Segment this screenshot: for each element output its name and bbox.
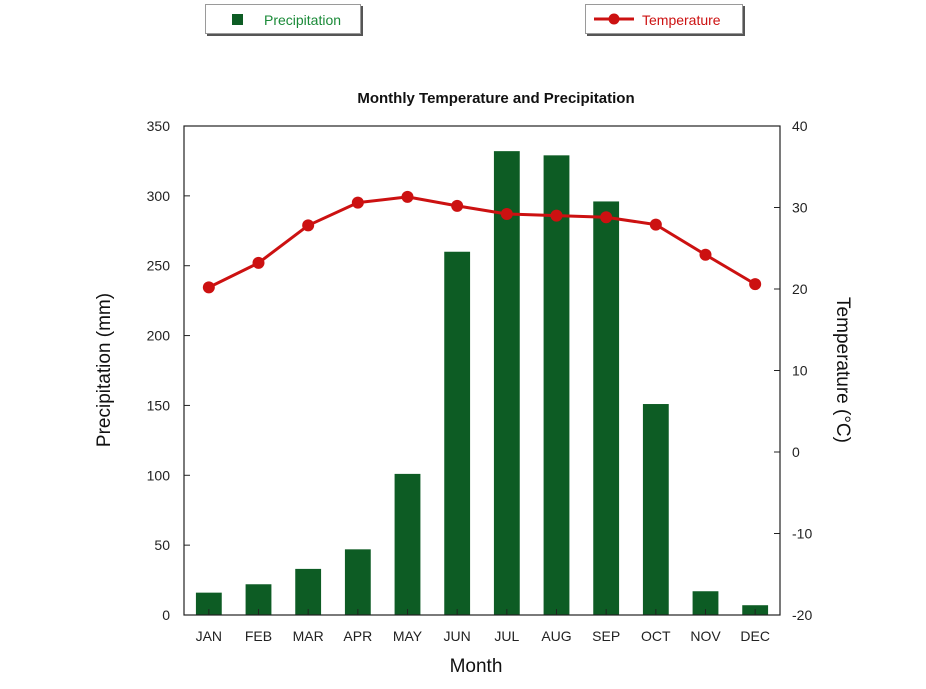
y-axis-label-left: Precipitation (mm) xyxy=(94,293,115,447)
x-tick-label-sep: SEP xyxy=(592,628,620,644)
y-axis-label-right: Temperature (°C) xyxy=(832,297,853,443)
left-tick-label: 150 xyxy=(147,397,171,413)
temperature-point-mar xyxy=(302,219,315,232)
right-tick-label: 30 xyxy=(792,200,808,216)
temperature-line xyxy=(208,195,756,289)
legend-precipitation-swatch xyxy=(232,14,243,25)
legend-temperature-label: Temperature xyxy=(642,12,721,28)
right-tick-label: -10 xyxy=(792,526,812,542)
precipitation-bar-aug xyxy=(543,155,570,615)
x-axis-label: Month xyxy=(450,656,503,677)
x-tick-label-aug: AUG xyxy=(541,628,571,644)
precipitation-bar-apr xyxy=(344,549,371,615)
temperature-point-may xyxy=(401,190,414,203)
precipitation-bar-nov xyxy=(692,591,719,615)
temperature-point-dec xyxy=(749,278,762,291)
legend-precipitation: Precipitation xyxy=(205,4,361,34)
temperature-point-oct xyxy=(649,218,662,231)
x-tick-label-nov: NOV xyxy=(690,628,721,644)
left-tick-label: 0 xyxy=(162,607,170,623)
legend-temperature: Temperature xyxy=(585,4,743,34)
precipitation-bar-mar xyxy=(295,568,322,615)
x-tick-label-may: MAY xyxy=(393,628,423,644)
precipitation-bar-may xyxy=(394,473,421,615)
left-tick-label: 300 xyxy=(147,188,171,204)
x-tick-label-feb: FEB xyxy=(245,628,272,644)
x-tick-label-dec: DEC xyxy=(740,628,770,644)
temperature-point-feb xyxy=(252,256,265,269)
legend-precipitation-label: Precipitation xyxy=(264,12,342,28)
temperature-point-jan xyxy=(202,281,215,294)
right-tick-label: -20 xyxy=(792,607,812,623)
right-tick-label: 0 xyxy=(792,444,800,460)
plot-frame xyxy=(183,125,781,616)
left-tick-label: 350 xyxy=(147,118,171,134)
x-tick-label-oct: OCT xyxy=(641,628,671,644)
right-tick-label: 40 xyxy=(792,118,808,134)
temperature-point-jun xyxy=(451,199,464,212)
x-tick-label-mar: MAR xyxy=(293,628,324,644)
left-tick-label: 100 xyxy=(147,467,171,483)
precipitation-bar-jun xyxy=(444,251,471,615)
chart-title: Monthly Temperature and Precipitation xyxy=(357,90,634,107)
x-tick-label-jul: JUL xyxy=(494,628,519,644)
precipitation-bar-jul xyxy=(493,151,520,616)
temperature-point-jul xyxy=(500,208,513,221)
precipitation-bar-oct xyxy=(642,404,669,615)
x-tick-label-apr: APR xyxy=(343,628,372,644)
left-tick-label: 250 xyxy=(147,258,171,274)
left-tick-label: 200 xyxy=(147,328,171,344)
x-tick-label-jan: JAN xyxy=(196,628,222,644)
right-tick-label: 20 xyxy=(792,281,808,297)
left-tick-label: 50 xyxy=(154,537,170,553)
temperature-point-aug xyxy=(550,209,563,222)
legend-temperature-swatch xyxy=(594,13,634,25)
temperature-point-apr xyxy=(351,196,364,209)
precipitation-bar-sep xyxy=(593,201,620,615)
right-tick-label: 10 xyxy=(792,363,808,379)
x-tick-label-jun: JUN xyxy=(444,628,471,644)
temperature-point-sep xyxy=(600,211,613,224)
temperature-point-nov xyxy=(699,248,712,261)
precipitation-bar-jan xyxy=(195,592,222,615)
